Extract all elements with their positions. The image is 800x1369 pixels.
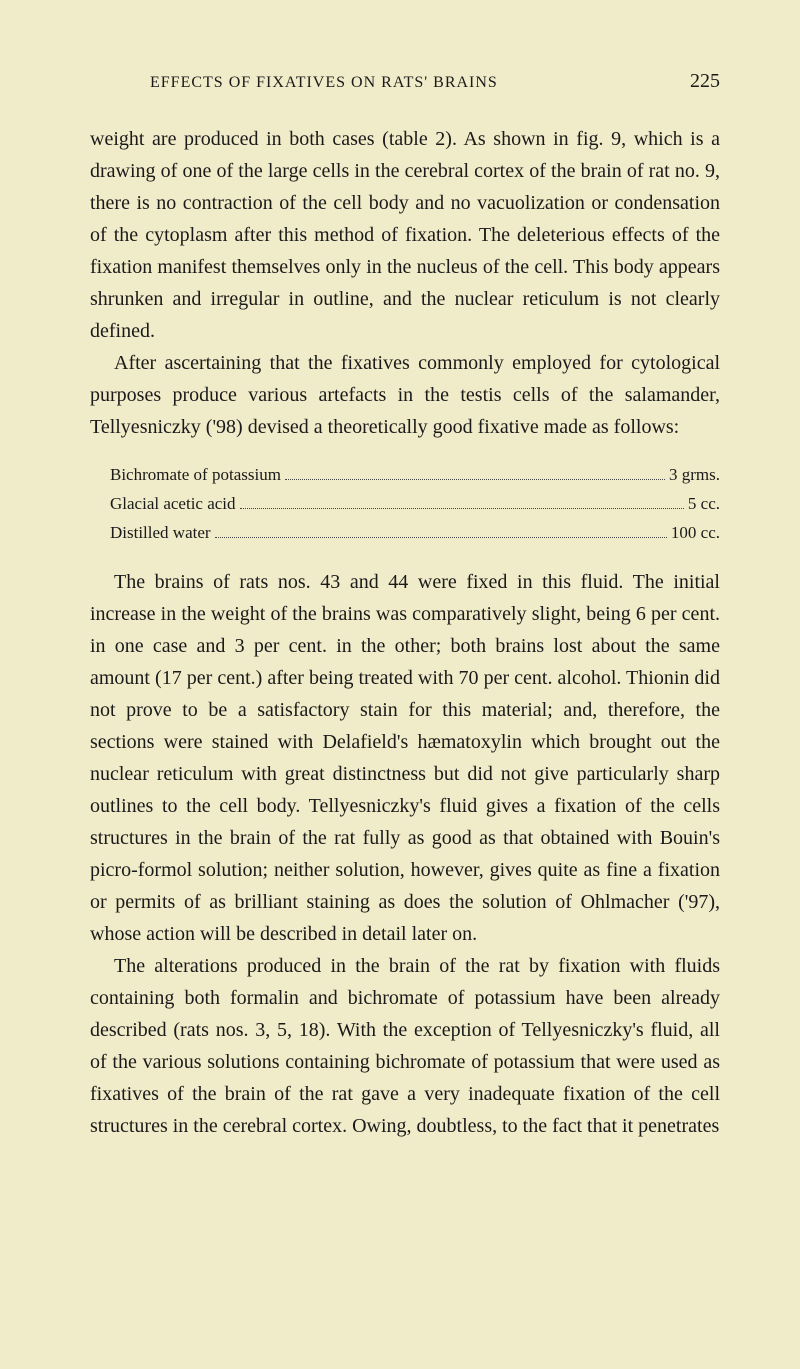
recipe-item: Bichromate of potassium 3 grms. <box>110 461 720 490</box>
page-number: 225 <box>690 70 720 93</box>
recipe-value: 100 cc. <box>671 519 720 548</box>
recipe-dots <box>240 508 684 509</box>
paragraph-2: After ascertaining that the fixatives co… <box>90 347 720 443</box>
recipe-item: Distilled water 100 cc. <box>110 519 720 548</box>
recipe-dots <box>285 479 665 480</box>
recipe-dots <box>215 537 667 538</box>
recipe-label: Distilled water <box>110 519 211 548</box>
recipe-list: Bichromate of potassium 3 grms. Glacial … <box>110 461 720 548</box>
paragraph-3: The brains of rats nos. 43 and 44 were f… <box>90 566 720 950</box>
header-title: EFFECTS OF FIXATIVES ON RATS' BRAINS <box>150 74 498 92</box>
recipe-item: Glacial acetic acid 5 cc. <box>110 490 720 519</box>
recipe-label: Glacial acetic acid <box>110 490 236 519</box>
document-page: EFFECTS OF FIXATIVES ON RATS' BRAINS 225… <box>0 0 800 1202</box>
recipe-value: 3 grms. <box>669 461 720 490</box>
recipe-label: Bichromate of potassium <box>110 461 281 490</box>
recipe-value: 5 cc. <box>688 490 720 519</box>
paragraph-4: The alterations produced in the brain of… <box>90 950 720 1142</box>
page-header: EFFECTS OF FIXATIVES ON RATS' BRAINS 225 <box>90 70 720 93</box>
paragraph-1: weight are produced in both cases (table… <box>90 123 720 347</box>
